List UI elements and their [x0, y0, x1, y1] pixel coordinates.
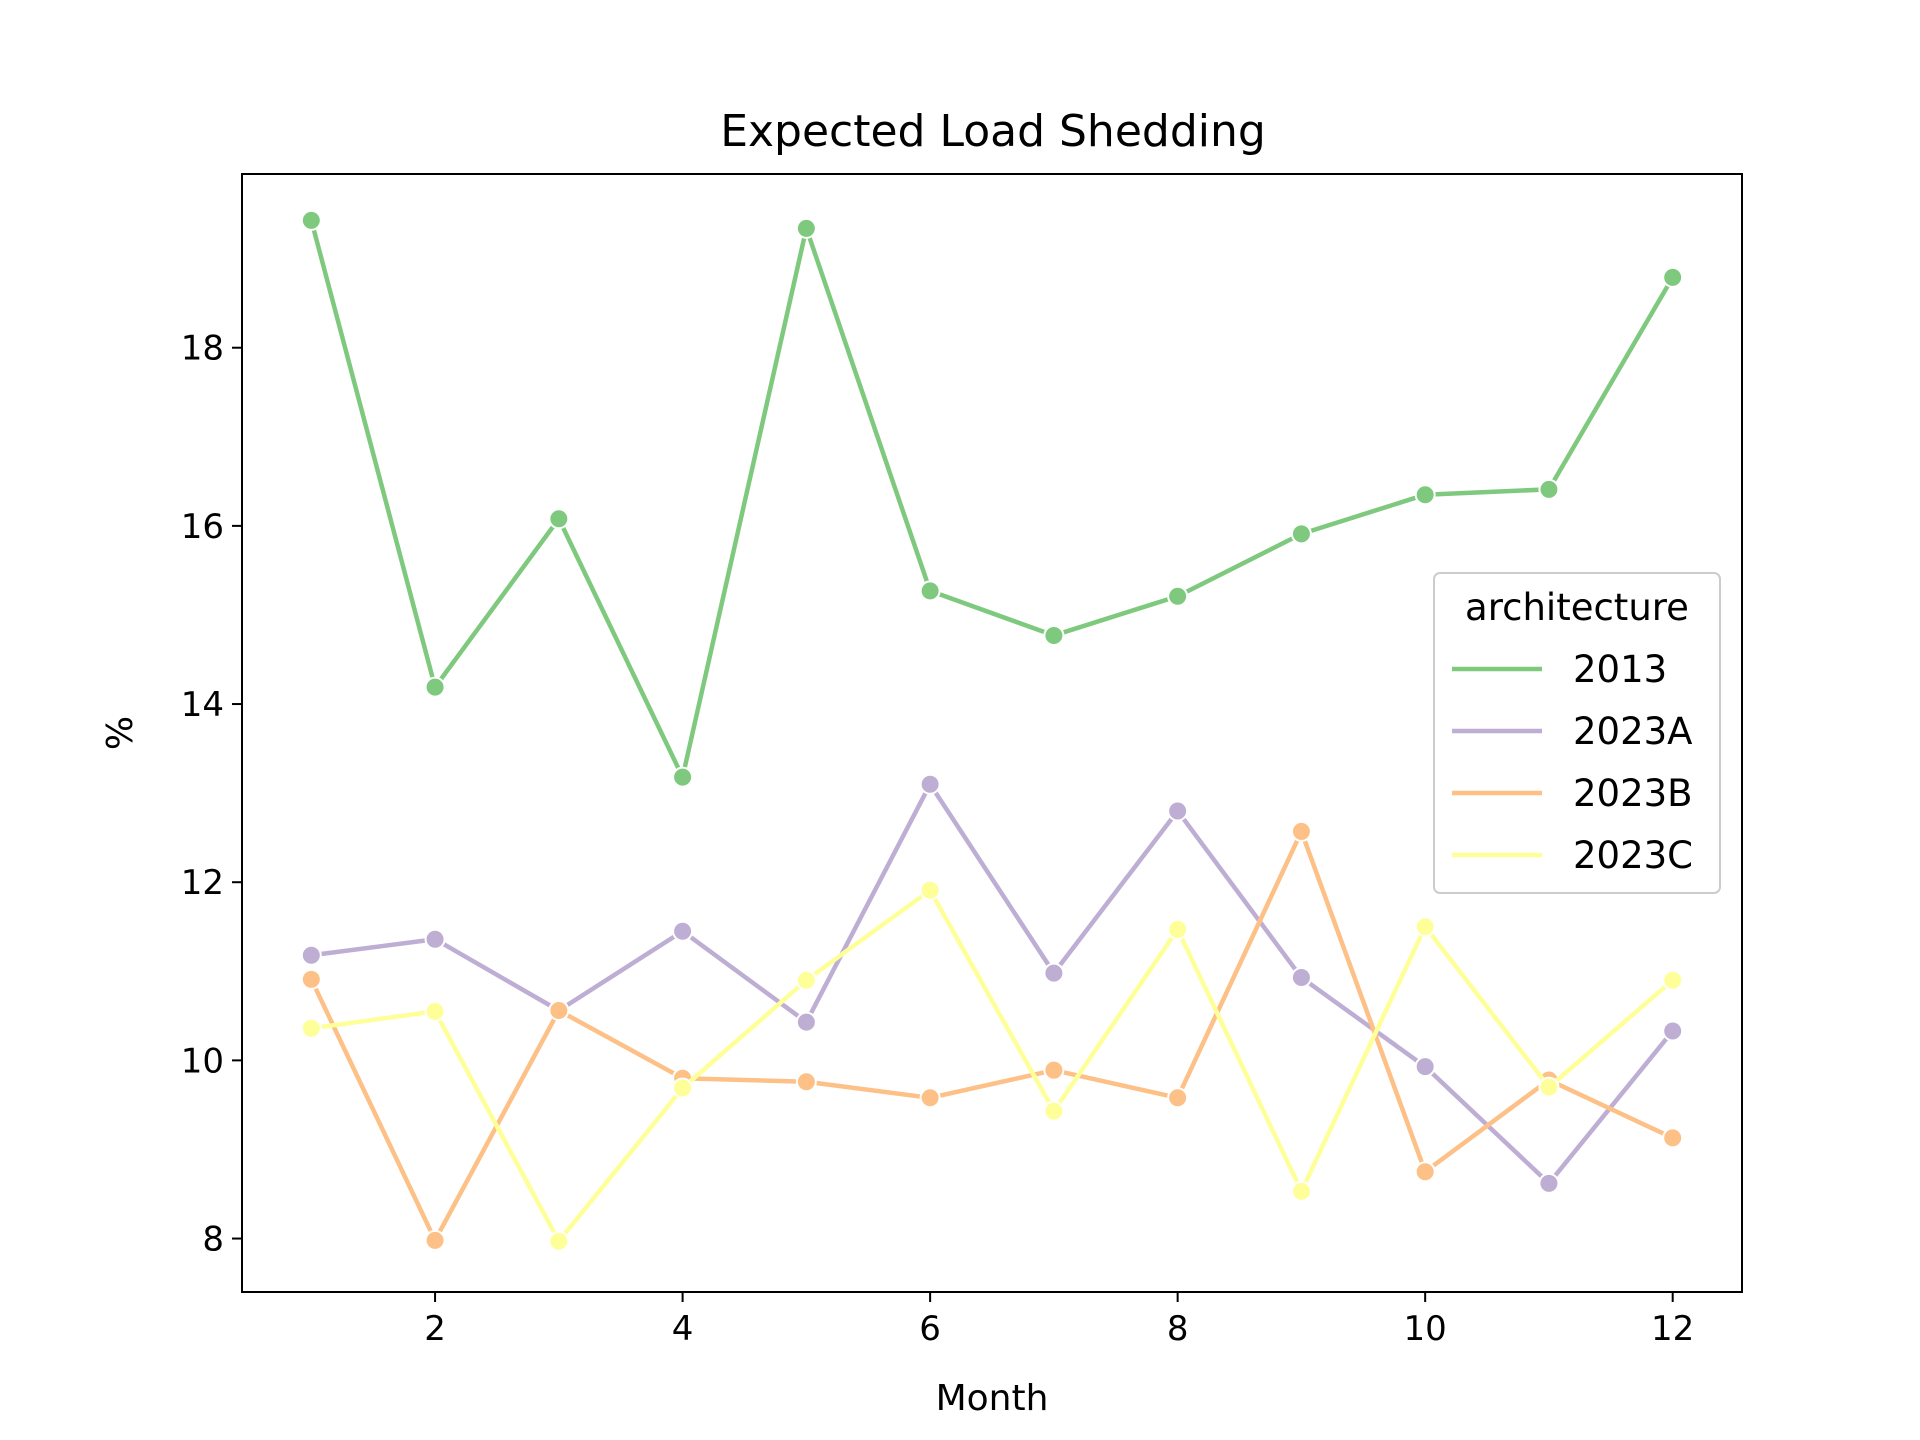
point-2023c-9	[1290, 1180, 1312, 1202]
point-2013-12	[1662, 266, 1684, 288]
plot-frame	[241, 173, 1743, 1293]
chart-title: Expected Load Shedding	[720, 106, 1266, 157]
legend-entries: 2013 2023A 2023B 2023C	[1452, 648, 1693, 877]
point-2023b-9	[1290, 820, 1312, 842]
series-2023a	[300, 773, 1684, 1194]
point-2023a-8	[1167, 800, 1189, 822]
point-2023a-9	[1290, 967, 1312, 989]
point-2023a-5	[795, 1011, 817, 1033]
point-2023c-8	[1167, 918, 1189, 940]
y-tick-label-14: 14	[181, 685, 224, 725]
point-2023b-2	[424, 1229, 446, 1251]
point-2023c-5	[795, 969, 817, 991]
x-axis: 2 4 6 8 10 12	[424, 1292, 1694, 1349]
point-2023b-12	[1662, 1127, 1684, 1149]
point-2023c-7	[1043, 1100, 1065, 1122]
y-axis: 8 10 12 14 16 18	[181, 329, 242, 1260]
x-tick-label-8: 8	[1167, 1309, 1189, 1349]
series-line-2013	[309, 218, 1675, 780]
point-2023b-7	[1043, 1059, 1065, 1081]
point-2023c-11	[1538, 1076, 1560, 1098]
point-2023c-3	[548, 1230, 570, 1252]
y-tick-label-12: 12	[181, 863, 224, 903]
series-2023c	[300, 879, 1684, 1252]
point-2023c-12	[1662, 969, 1684, 991]
point-2013-2	[424, 676, 446, 698]
point-2013-9	[1290, 523, 1312, 545]
point-2013-1	[300, 209, 322, 231]
point-2023a-7	[1043, 962, 1065, 984]
legend-label-2013: 2013	[1573, 648, 1667, 691]
x-axis-label: Month	[936, 1378, 1049, 1419]
legend-label-2023a: 2023A	[1573, 710, 1692, 753]
point-2023b-3	[548, 999, 570, 1021]
point-2013-8	[1167, 585, 1189, 607]
point-2013-3	[548, 508, 570, 530]
legend-label-2023c: 2023C	[1573, 834, 1693, 877]
point-2023a-4	[672, 920, 694, 942]
point-2023c-4	[672, 1077, 694, 1099]
x-tick-label-12: 12	[1651, 1309, 1694, 1349]
series-line-2023b	[309, 829, 1675, 1243]
y-tick-label-18: 18	[181, 329, 224, 369]
point-2023a-10	[1414, 1056, 1436, 1078]
point-2023a-11	[1538, 1172, 1560, 1194]
point-2023b-6	[919, 1087, 941, 1109]
point-2013-7	[1043, 624, 1065, 646]
y-axis-label: %	[100, 716, 141, 750]
point-2013-6	[919, 580, 941, 602]
series-2013	[300, 209, 1684, 788]
series-layer	[300, 209, 1684, 1252]
x-tick-label-10: 10	[1404, 1309, 1447, 1349]
series-line-2023c	[309, 887, 1675, 1244]
point-2023c-6	[919, 879, 941, 901]
point-2023b-1	[300, 968, 322, 990]
x-tick-label-6: 6	[919, 1309, 941, 1349]
y-tick-label-8: 8	[202, 1220, 224, 1260]
point-2013-5	[795, 217, 817, 239]
point-2023c-2	[424, 1000, 446, 1022]
point-2023b-5	[795, 1071, 817, 1093]
legend-box	[1433, 572, 1721, 894]
y-tick-label-10: 10	[181, 1041, 224, 1081]
legend-label-2023b: 2023B	[1573, 772, 1693, 815]
point-2023b-8	[1167, 1087, 1189, 1109]
point-2013-11	[1538, 478, 1560, 500]
point-2023a-12	[1662, 1020, 1684, 1042]
point-2023a-1	[300, 944, 322, 966]
legend-title: architecture	[1465, 586, 1689, 629]
series-line-2023a	[309, 781, 1675, 1186]
point-2023c-1	[300, 1017, 322, 1039]
y-tick-label-16: 16	[181, 507, 224, 547]
point-2023a-2	[424, 928, 446, 950]
legend: architecture 2013 2023A 2023B 2023C	[1433, 572, 1721, 894]
point-2013-10	[1414, 484, 1436, 506]
x-tick-label-4: 4	[672, 1309, 694, 1349]
point-2023b-10	[1414, 1161, 1436, 1183]
point-2023a-6	[919, 773, 941, 795]
point-2023c-10	[1414, 916, 1436, 938]
point-2013-4	[672, 766, 694, 788]
x-tick-label-2: 2	[424, 1309, 446, 1349]
